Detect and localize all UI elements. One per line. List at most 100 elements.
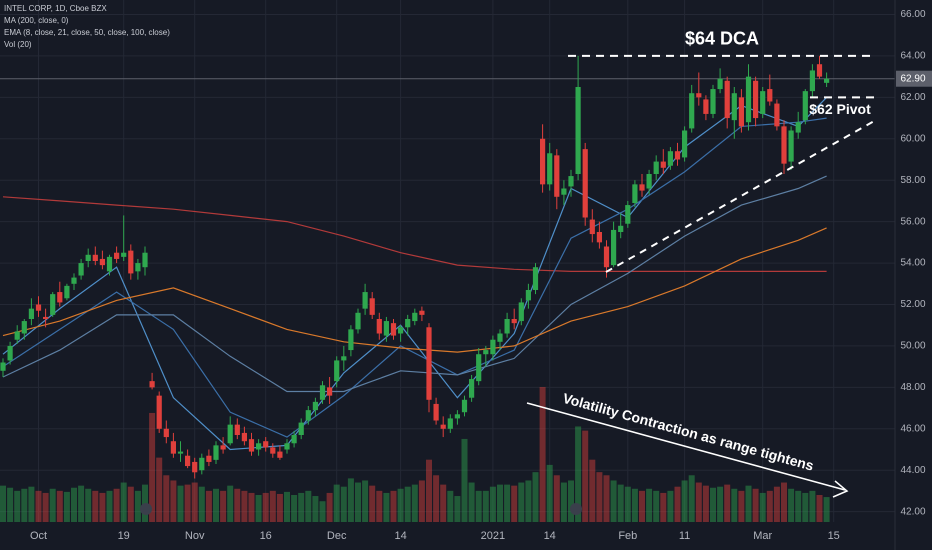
y-tick-label: 54.00 <box>900 258 925 269</box>
candle-body <box>660 161 666 168</box>
x-tick-label: Feb <box>618 530 637 542</box>
volume-bar <box>298 492 305 522</box>
price-axis <box>895 0 932 550</box>
candle-body <box>788 130 794 162</box>
candle-body <box>433 403 439 421</box>
candle-body <box>390 323 397 336</box>
candle-body <box>745 76 752 123</box>
volume-bar <box>269 490 276 522</box>
volume-bar <box>170 480 177 522</box>
x-tick-label: 11 <box>679 530 690 542</box>
candle-body <box>241 432 247 442</box>
volume-bar <box>788 488 795 522</box>
volume-bar <box>802 492 809 522</box>
volume-bar <box>546 464 553 522</box>
volume-bar <box>816 495 823 522</box>
last-price-box <box>896 70 932 87</box>
candle-body <box>348 329 354 351</box>
candle-body <box>376 319 382 334</box>
candle-body <box>582 149 588 218</box>
volume-bar <box>475 490 482 522</box>
volume-bar <box>795 490 802 522</box>
volume-bar <box>326 492 333 522</box>
candle-body <box>731 93 737 121</box>
candle-body <box>753 80 759 119</box>
candle-body <box>121 252 127 257</box>
volume-bar <box>213 488 219 522</box>
candle-body <box>710 89 716 114</box>
y-tick-label: 52.00 <box>900 299 925 310</box>
volume-bar <box>710 487 716 522</box>
volume-bar <box>809 490 816 522</box>
x-tick-label: Oct <box>30 530 47 542</box>
candle-body <box>625 205 631 224</box>
last-price-label: 62.90 <box>900 73 925 84</box>
volume-bar <box>575 426 582 522</box>
volume-bar <box>7 487 14 522</box>
earnings-icon <box>140 503 152 515</box>
volume-bar <box>305 490 312 522</box>
candle-body <box>646 174 652 189</box>
candle-body <box>774 103 780 127</box>
volume-bar <box>717 486 724 522</box>
level-label: $64 DCA <box>685 29 759 49</box>
volume-bar <box>674 486 681 522</box>
candle-body <box>277 451 283 458</box>
volume-bar <box>404 486 411 522</box>
volume-bar <box>241 490 248 522</box>
volume-bar <box>688 475 695 522</box>
candle-body <box>461 399 468 413</box>
volume-bar <box>539 387 546 522</box>
candle-body <box>213 445 219 460</box>
volume-bar <box>582 430 589 522</box>
candle-body <box>674 151 681 160</box>
candle-body <box>809 70 815 92</box>
x-tick-label: 16 <box>260 530 272 542</box>
candle-body <box>334 360 340 382</box>
x-tick-label: 2021 <box>481 530 505 542</box>
legend-ema: EMA (8, close, 21, close, 50, close, 100… <box>4 28 170 37</box>
volume-bar <box>624 486 631 522</box>
volume-bar <box>35 490 42 522</box>
candle-body <box>525 290 531 301</box>
volume-bar <box>426 459 432 522</box>
candle-body <box>312 401 318 411</box>
candle-body <box>220 445 226 450</box>
y-tick-label: 50.00 <box>900 341 925 352</box>
volume-bar <box>411 484 418 522</box>
volume-bar <box>347 478 354 522</box>
volume-bar <box>276 493 283 522</box>
volume-bar <box>0 485 6 522</box>
volume-bar <box>660 492 667 522</box>
volume-bar <box>390 490 397 522</box>
volume-bar <box>340 486 347 522</box>
candle-body <box>703 99 709 114</box>
volume-bar <box>383 492 390 522</box>
candle-body <box>639 184 645 191</box>
candle-body <box>667 151 673 166</box>
candle-body <box>369 298 375 315</box>
candle-body <box>28 308 34 319</box>
candle-body <box>682 130 688 158</box>
candle-body <box>291 435 297 444</box>
candle-body <box>419 310 425 315</box>
candle-body <box>149 381 155 388</box>
y-tick-label: 62.00 <box>900 92 925 103</box>
candle-body <box>440 424 446 429</box>
candle-body <box>618 225 624 232</box>
volume-bar <box>113 488 120 522</box>
y-tick-label: 48.00 <box>900 382 925 393</box>
volume-bar <box>191 482 198 522</box>
volume-bar <box>71 487 77 522</box>
candle-body <box>270 447 276 454</box>
candle-body <box>128 250 134 274</box>
candle-body <box>760 91 766 114</box>
axis-layer: 42.00 44.00 46.00 48.00 50.00 52.00 54.00 56.00… <box>30 9 932 542</box>
volume-bar <box>639 490 645 522</box>
candle-body <box>483 350 489 355</box>
volume-bar <box>610 480 617 522</box>
volume-bar <box>766 490 773 522</box>
x-tick-label: 19 <box>118 530 130 542</box>
candle-body <box>824 78 830 83</box>
volume-bar <box>163 475 170 522</box>
